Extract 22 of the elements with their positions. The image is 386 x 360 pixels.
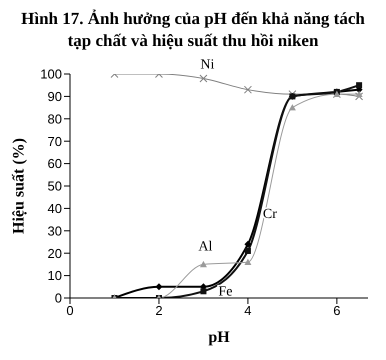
y-tick-label: 60 bbox=[48, 156, 62, 172]
y-tick-label: 10 bbox=[48, 268, 62, 284]
y-tick-label: 20 bbox=[48, 246, 62, 261]
series-label: Fe bbox=[218, 284, 232, 300]
x-tick-label: 0 bbox=[66, 303, 74, 318]
y-tick-label: 50 bbox=[48, 178, 62, 194]
y-tick-label: 90 bbox=[48, 89, 62, 104]
x-tick-label: 4 bbox=[244, 303, 252, 318]
x-tick-label: 2 bbox=[155, 303, 163, 318]
y-tick-label: 40 bbox=[48, 201, 62, 216]
x-axis-title: pH bbox=[208, 329, 230, 346]
y-tick-label: 70 bbox=[48, 134, 62, 149]
y-tick-label: 0 bbox=[54, 290, 62, 306]
y-tick-label: 80 bbox=[48, 111, 62, 126]
chart-title: Hình 17. Ảnh hưởng của pH đến khả năng tách tạp chất và hiệu suất thu hồi niken bbox=[20, 8, 366, 52]
series-label: Ni bbox=[200, 57, 215, 72]
y-tick-label: 100 bbox=[40, 66, 62, 82]
y-tick-label: 30 bbox=[48, 223, 62, 238]
x-tick-label: 6 bbox=[333, 303, 340, 318]
series-label: Al bbox=[198, 239, 213, 254]
y-axis-title: Hiệu suất (%) bbox=[10, 138, 28, 234]
series-label: Cr bbox=[262, 207, 278, 222]
